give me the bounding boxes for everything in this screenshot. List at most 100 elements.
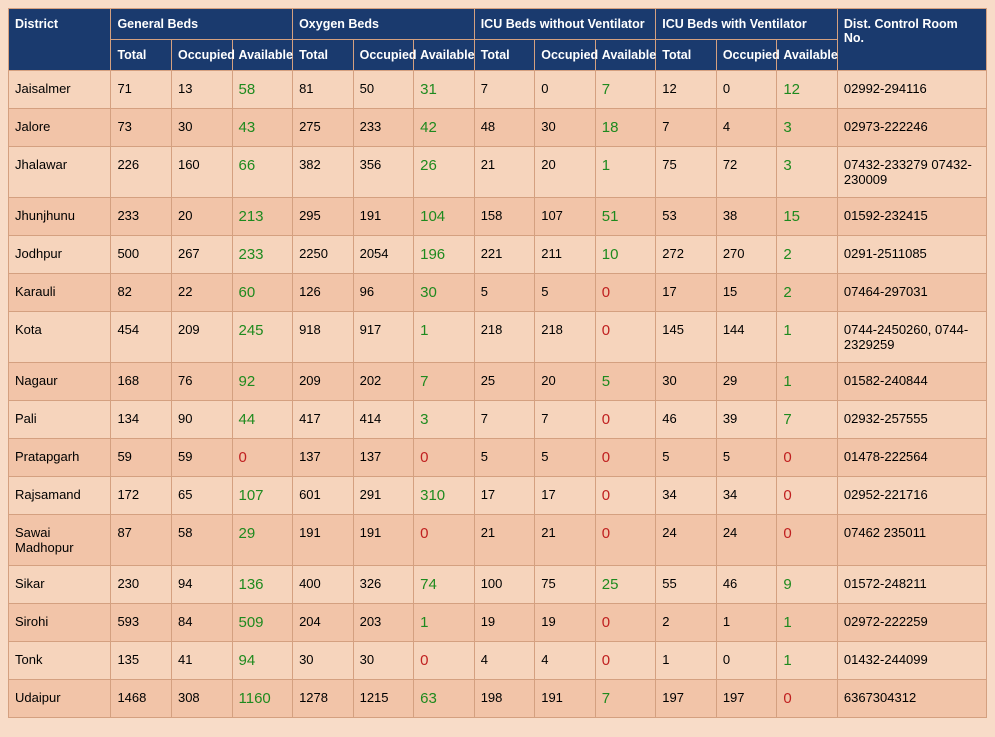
subcol-total: Total (293, 40, 354, 71)
cell-total: 221 (474, 236, 535, 274)
cell-available: 63 (414, 680, 475, 718)
colgroup-icu-no-vent: ICU Beds without Ventilator (474, 9, 656, 40)
cell-available: 310 (414, 477, 475, 515)
cell-occupied: 76 (171, 363, 232, 401)
cell-total: 400 (293, 566, 354, 604)
cell-available: 9 (777, 566, 838, 604)
cell-occupied: 414 (353, 401, 414, 439)
cell-total: 1278 (293, 680, 354, 718)
cell-total: 209 (293, 363, 354, 401)
cell-district: Jaisalmer (9, 71, 111, 109)
subcol-available: Available (414, 40, 475, 71)
cell-available: 29 (232, 515, 293, 566)
cell-total: 48 (474, 109, 535, 147)
cell-total: 46 (656, 401, 717, 439)
cell-total: 226 (111, 147, 172, 198)
table-row: Jaisalmer7113588150317071201202992-29411… (9, 71, 987, 109)
cell-district: Udaipur (9, 680, 111, 718)
cell-total: 417 (293, 401, 354, 439)
cell-total: 30 (656, 363, 717, 401)
cell-occupied: 4 (535, 642, 596, 680)
cell-available: 31 (414, 71, 475, 109)
cell-available: 196 (414, 236, 475, 274)
cell-occupied: 1215 (353, 680, 414, 718)
cell-occupied: 30 (353, 642, 414, 680)
cell-available: 0 (595, 274, 656, 312)
cell-district: Tonk (9, 642, 111, 680)
cell-occupied: 5 (535, 274, 596, 312)
cell-available: 0 (595, 312, 656, 363)
cell-total: 137 (293, 439, 354, 477)
subcol-occupied: Occupied (171, 40, 232, 71)
cell-occupied: 137 (353, 439, 414, 477)
table-row: Jalore7330432752334248301874302973-22224… (9, 109, 987, 147)
cell-available: 26 (414, 147, 475, 198)
cell-occupied: 197 (716, 680, 777, 718)
cell-district: Pali (9, 401, 111, 439)
cell-total: 4 (474, 642, 535, 680)
cell-total: 454 (111, 312, 172, 363)
cell-available: 60 (232, 274, 293, 312)
cell-occupied: 0 (716, 642, 777, 680)
cell-occupied: 72 (716, 147, 777, 198)
cell-district: Jalore (9, 109, 111, 147)
cell-available: 104 (414, 198, 475, 236)
cell-occupied: 356 (353, 147, 414, 198)
cell-total: 24 (656, 515, 717, 566)
cell-phone: 02992-294116 (837, 71, 986, 109)
cell-district: Pratapgarh (9, 439, 111, 477)
cell-total: 21 (474, 147, 535, 198)
cell-available: 213 (232, 198, 293, 236)
cell-phone: 02972-222259 (837, 604, 986, 642)
table-row: Rajsamand1726510760129131017170343400295… (9, 477, 987, 515)
table-header: District General Beds Oxygen Beds ICU Be… (9, 9, 987, 71)
cell-phone: 01592-232415 (837, 198, 986, 236)
col-district: District (9, 9, 111, 71)
cell-available: 0 (777, 515, 838, 566)
cell-occupied: 38 (716, 198, 777, 236)
cell-occupied: 41 (171, 642, 232, 680)
cell-total: 59 (111, 439, 172, 477)
cell-occupied: 308 (171, 680, 232, 718)
table-row: Pratapgarh59590137137055055001478-222564 (9, 439, 987, 477)
cell-available: 7 (777, 401, 838, 439)
cell-occupied: 5 (716, 439, 777, 477)
cell-available: 1 (777, 604, 838, 642)
cell-total: 7 (474, 401, 535, 439)
cell-available: 58 (232, 71, 293, 109)
cell-total: 2250 (293, 236, 354, 274)
cell-available: 0 (595, 515, 656, 566)
cell-phone: 02932-257555 (837, 401, 986, 439)
cell-occupied: 58 (171, 515, 232, 566)
table-row: Sikar230941364003267410075255546901572-2… (9, 566, 987, 604)
cell-available: 10 (595, 236, 656, 274)
cell-total: 19 (474, 604, 535, 642)
cell-occupied: 4 (716, 109, 777, 147)
cell-available: 7 (595, 71, 656, 109)
cell-phone: 01582-240844 (837, 363, 986, 401)
cell-total: 7 (656, 109, 717, 147)
cell-occupied: 22 (171, 274, 232, 312)
cell-occupied: 191 (535, 680, 596, 718)
cell-total: 918 (293, 312, 354, 363)
cell-occupied: 15 (716, 274, 777, 312)
cell-total: 53 (656, 198, 717, 236)
cell-phone: 02973-222246 (837, 109, 986, 147)
cell-available: 25 (595, 566, 656, 604)
cell-occupied: 209 (171, 312, 232, 363)
cell-phone: 07462 235011 (837, 515, 986, 566)
cell-occupied: 291 (353, 477, 414, 515)
cell-phone: 0744-2450260, 0744-2329259 (837, 312, 986, 363)
cell-district: Karauli (9, 274, 111, 312)
cell-total: 30 (293, 642, 354, 680)
beds-table: District General Beds Oxygen Beds ICU Be… (8, 8, 987, 718)
colgroup-icu-vent: ICU Beds with Ventilator (656, 9, 838, 40)
cell-available: 0 (595, 642, 656, 680)
cell-occupied: 326 (353, 566, 414, 604)
cell-occupied: 90 (171, 401, 232, 439)
cell-occupied: 96 (353, 274, 414, 312)
cell-total: 272 (656, 236, 717, 274)
cell-occupied: 0 (716, 71, 777, 109)
cell-occupied: 191 (353, 515, 414, 566)
cell-occupied: 0 (535, 71, 596, 109)
